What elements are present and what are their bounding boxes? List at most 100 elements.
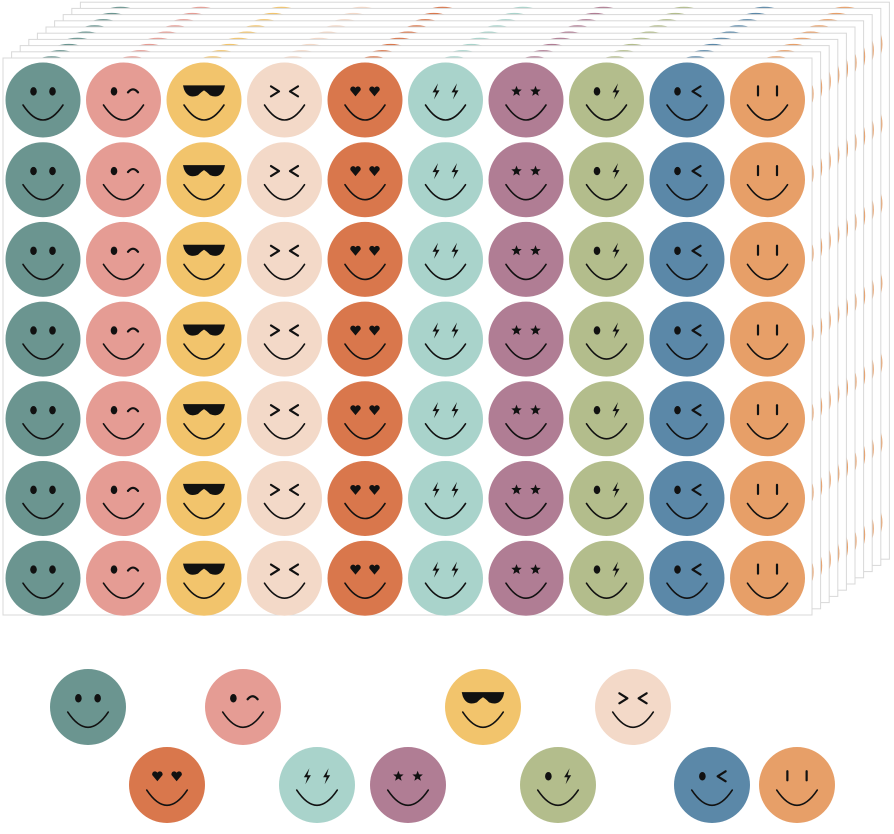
smile-mouth — [344, 104, 386, 121]
sticker-sunglasses — [166, 461, 242, 536]
loose-sticker-squint — [595, 669, 671, 745]
sticker-circle — [408, 461, 483, 536]
sticker-circle — [247, 461, 322, 536]
sticker-circle — [569, 221, 644, 297]
sticker-circle — [595, 669, 671, 745]
sticker-circle — [247, 381, 322, 457]
sticker-circle — [129, 747, 205, 823]
smile-mouth — [746, 582, 789, 599]
sticker-circle — [247, 142, 322, 218]
sunglasses-icon — [461, 692, 505, 704]
eye-dot — [30, 565, 37, 574]
smile-mouth — [461, 711, 505, 729]
sunglasses-icon — [183, 563, 225, 575]
eye-dot — [49, 485, 56, 495]
eye-star — [511, 404, 522, 415]
eye-wink — [126, 247, 140, 253]
sticker-star-eyes — [488, 540, 564, 616]
sticker-circle — [247, 301, 322, 377]
sticker-circle — [327, 301, 403, 377]
eye-bolt — [451, 83, 459, 100]
sticker-wink — [86, 142, 161, 218]
sticker-heart-eyes — [327, 461, 403, 536]
sticker-circle — [86, 381, 161, 457]
eye-star — [511, 245, 522, 256]
eye-lt — [288, 244, 300, 257]
eye-dot — [30, 246, 37, 255]
sticker-circle — [327, 62, 403, 138]
smile-mouth — [183, 582, 225, 599]
eye-bolt — [432, 481, 440, 498]
sticker-classic — [5, 381, 81, 457]
loose-sticker-classic — [50, 669, 126, 745]
sticker-sunglasses — [166, 142, 242, 218]
sticker-dot-lightning — [569, 142, 644, 218]
eye-heart — [369, 166, 380, 177]
sticker-circle — [370, 747, 446, 823]
loose-sticker-line-eyes — [759, 747, 835, 823]
smile-mouth — [344, 582, 386, 599]
eye-star — [530, 324, 541, 335]
eye-dot — [49, 246, 56, 255]
eye-gt — [618, 692, 629, 705]
eye-bolt — [451, 322, 459, 339]
sticker-circle — [569, 461, 644, 536]
eye-heart — [369, 245, 380, 256]
sticker-circle — [166, 301, 242, 377]
eye-dot — [699, 772, 706, 781]
eye-star — [511, 165, 522, 176]
eye-star — [412, 770, 423, 781]
smile-mouth — [746, 183, 789, 201]
sticker-circle — [247, 62, 322, 138]
eye-dot — [94, 694, 101, 703]
eye-lt — [691, 563, 702, 576]
sticker-circle — [5, 301, 81, 377]
sticker-lightning-eyes — [408, 301, 483, 377]
smile-mouth — [666, 183, 708, 201]
sticker-circle — [86, 540, 161, 616]
eye-heart — [350, 166, 361, 177]
eye-dot — [593, 87, 601, 96]
sticker-star-eyes — [488, 381, 564, 457]
sticker-circle — [569, 62, 644, 138]
sticker-heart-eyes — [327, 62, 403, 138]
smile-mouth — [746, 343, 789, 360]
eye-bolt — [612, 322, 620, 339]
sticker-classic — [5, 301, 81, 377]
eye-gt — [269, 483, 281, 496]
eye-heart — [350, 245, 361, 256]
sticker-star-eyes — [488, 142, 564, 218]
eye-bolt — [432, 402, 440, 419]
smile-mouth — [505, 343, 547, 360]
eye-bolt — [612, 481, 620, 498]
eye-dot — [593, 326, 601, 335]
eye-dot — [593, 485, 601, 495]
smile-mouth — [611, 711, 655, 729]
sticker-star-eyes — [488, 461, 564, 536]
eye-gt — [269, 563, 281, 576]
sticker-wink — [86, 301, 161, 377]
sticker-sunglasses — [166, 381, 242, 457]
smile-mouth — [666, 263, 708, 281]
smile-mouth — [22, 582, 64, 599]
sticker-heart-eyes — [327, 142, 403, 218]
smile-mouth — [585, 343, 628, 360]
eye-dot — [49, 405, 56, 415]
sticker-line-eyes — [730, 301, 805, 377]
eye-dot — [674, 246, 681, 255]
sticker-lightning-eyes — [408, 62, 483, 138]
smile-mouth — [746, 104, 789, 121]
eye-dot — [674, 166, 681, 176]
sticker-circle — [50, 669, 126, 745]
smile-mouth — [424, 502, 467, 520]
eye-dot — [49, 565, 56, 574]
eye-dot — [110, 87, 118, 96]
sticker-classic — [5, 221, 81, 297]
sunglasses-icon — [183, 165, 225, 177]
sticker-wink — [86, 221, 161, 297]
smile-mouth — [183, 423, 225, 440]
smile-mouth — [505, 104, 547, 121]
sticker-circle — [488, 381, 564, 457]
eye-dot — [674, 87, 681, 96]
sticker-heart-eyes — [327, 381, 403, 457]
